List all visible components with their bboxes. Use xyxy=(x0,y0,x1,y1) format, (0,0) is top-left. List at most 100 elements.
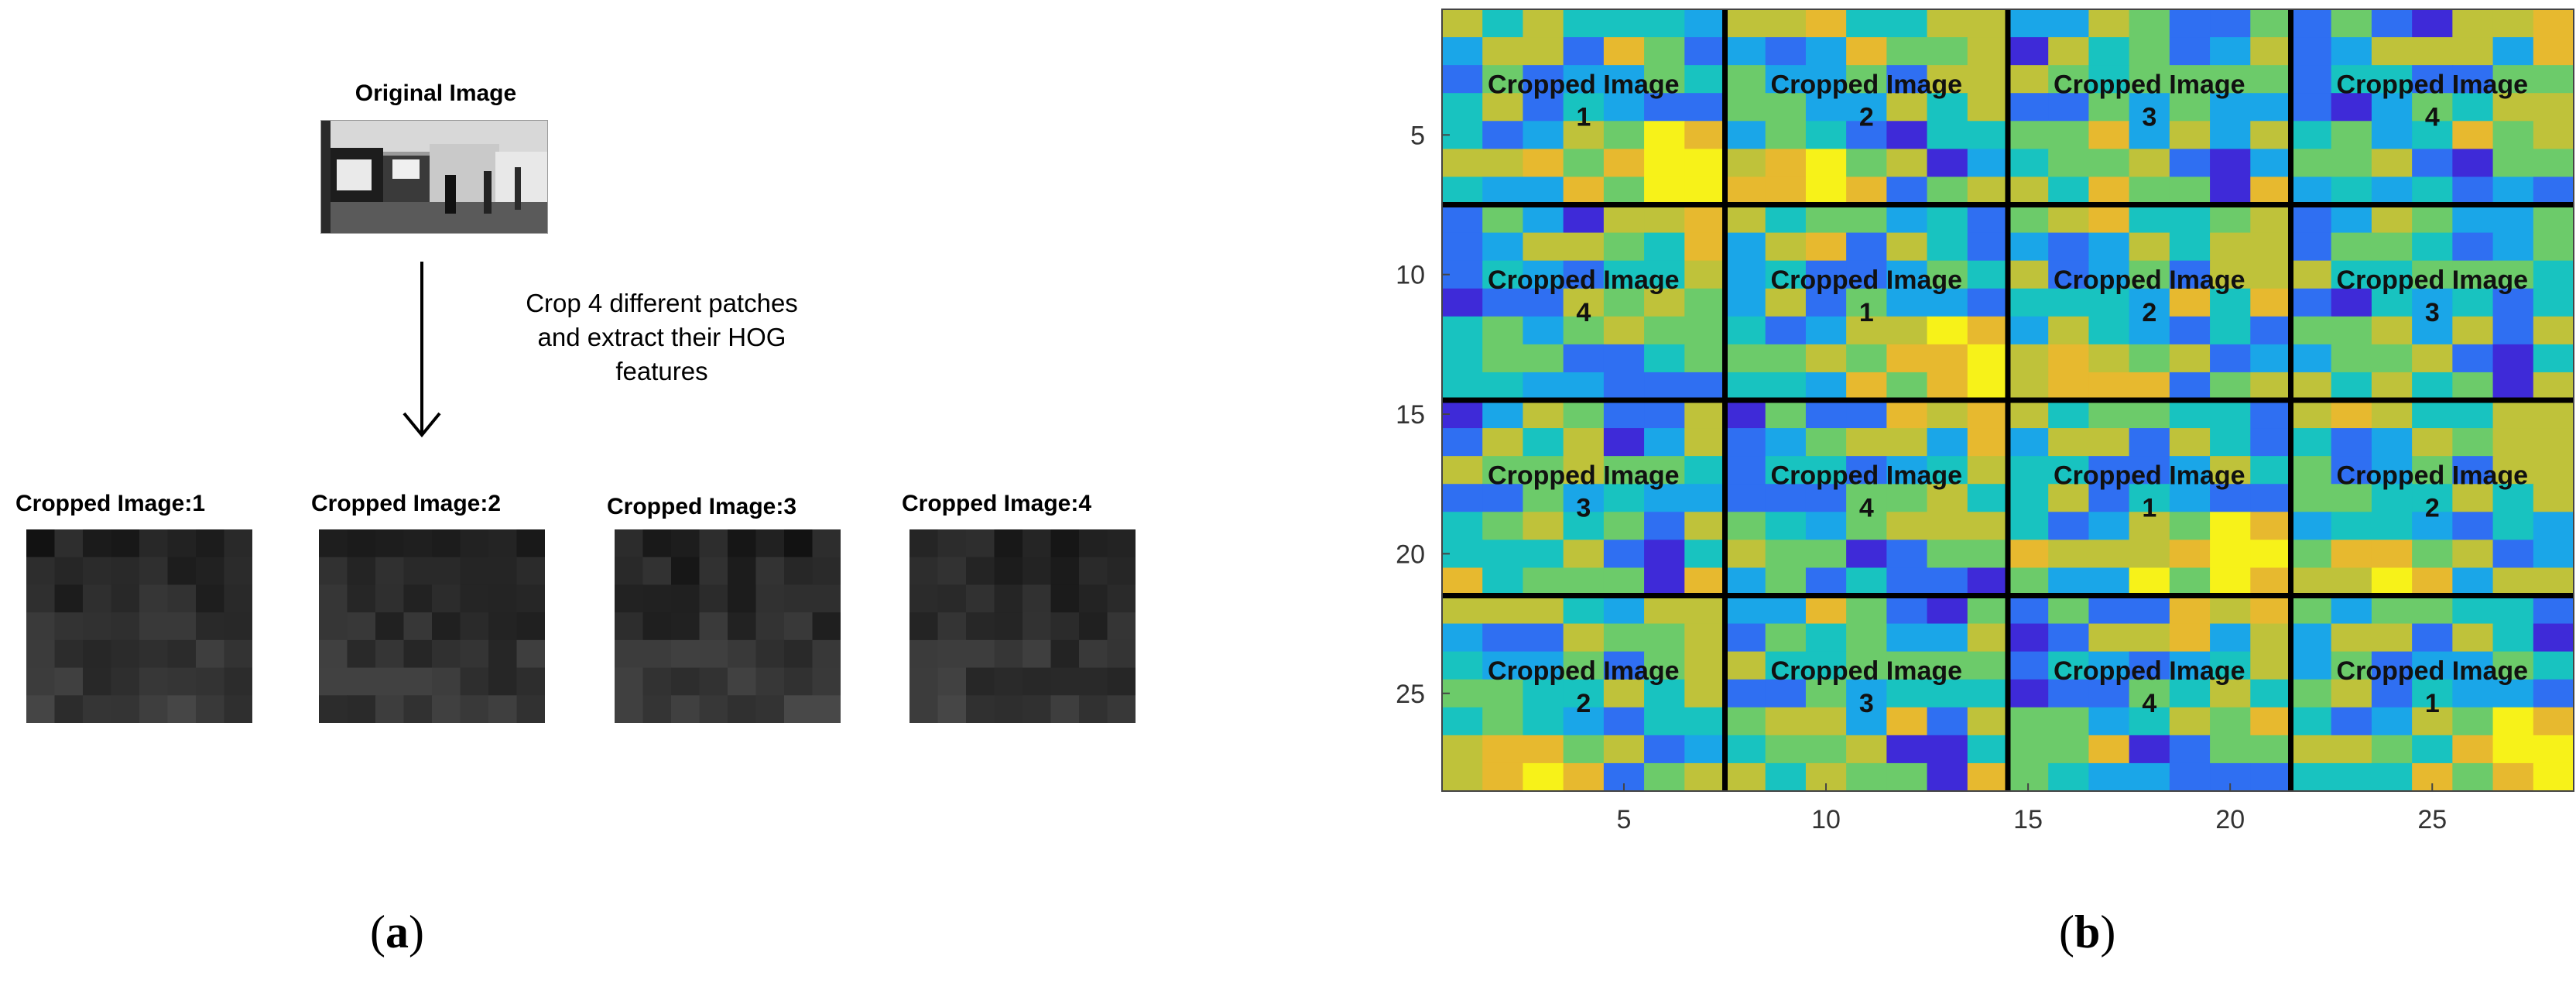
patch-cell xyxy=(516,695,545,723)
heatmap-cell xyxy=(1886,121,1928,150)
heatmap-cell xyxy=(2412,260,2454,289)
patch-cell xyxy=(1079,695,1108,723)
heatmap-cell xyxy=(1886,9,1928,38)
patch-cell xyxy=(196,584,225,613)
patch-cell xyxy=(994,612,1023,641)
y-tick-label: 15 xyxy=(1396,400,1425,430)
heatmap-cell xyxy=(2371,484,2413,513)
patch-cell xyxy=(1107,529,1136,558)
sub-label-b-letter: b xyxy=(2074,906,2101,957)
heatmap-cell xyxy=(1603,707,1645,736)
heatmap-cell xyxy=(2008,456,2050,485)
heatmap-cell xyxy=(1846,288,1888,317)
heatmap-cell xyxy=(2290,762,2332,792)
heatmap-cell xyxy=(2331,679,2372,708)
heatmap-cell xyxy=(1684,428,1726,457)
heatmap-cell xyxy=(1846,400,1888,429)
patch-cell xyxy=(167,667,197,696)
heatmap-cell xyxy=(2492,679,2534,708)
heatmap-cell xyxy=(2492,735,2534,764)
heatmap-cell xyxy=(1563,595,1605,625)
heatmap-cell xyxy=(1886,260,1928,289)
heatmap-cell xyxy=(1725,65,1766,94)
heatmap-cell xyxy=(2048,260,2090,289)
heatmap-cell xyxy=(2290,707,2332,736)
heatmap-cell xyxy=(2008,651,2050,680)
panel-a: Original Image Crop 4 different patches … xyxy=(15,81,1136,957)
patch-cell xyxy=(1107,695,1136,723)
heatmap-cell xyxy=(2290,65,2332,94)
heatmap-cell xyxy=(2331,316,2372,345)
patch-cell xyxy=(167,612,197,641)
patch-cell xyxy=(224,667,252,696)
heatmap-cell xyxy=(1563,372,1605,401)
heatmap-cell xyxy=(1805,595,1847,625)
heatmap-cell xyxy=(1927,65,1968,94)
heatmap-cell xyxy=(1563,484,1605,513)
heatmap-cell xyxy=(1765,121,1807,150)
heatmap-cell xyxy=(2169,65,2211,94)
cropped-image-1 xyxy=(26,529,252,723)
heatmap-cell xyxy=(2533,204,2574,234)
block-label-title: Cropped Image xyxy=(2337,656,2528,686)
heatmap-cell xyxy=(1725,484,1766,513)
heatmap-cell xyxy=(1927,428,1968,457)
heatmap-cell xyxy=(2371,93,2413,122)
heatmap-cell xyxy=(1684,37,1726,66)
heatmap-cell xyxy=(2210,400,2252,429)
heatmap-cell xyxy=(1805,37,1847,66)
heatmap-cell xyxy=(2533,65,2574,94)
heatmap-cell xyxy=(2412,37,2454,66)
heatmap-cell xyxy=(1442,623,1484,653)
patch-cell xyxy=(54,529,84,558)
x-tick-label: 15 xyxy=(2013,805,2043,834)
heatmap-cell xyxy=(1482,567,1524,597)
heatmap-cell xyxy=(2008,65,2050,94)
heatmap-cell xyxy=(1684,65,1726,94)
heatmap-cell xyxy=(1563,456,1605,485)
heatmap-cell xyxy=(2169,400,2211,429)
heatmap-cell xyxy=(1967,651,2009,680)
patch-cell xyxy=(615,695,644,723)
patch-cell xyxy=(728,695,757,723)
heatmap-cell xyxy=(2048,372,2090,401)
patch-cell xyxy=(83,639,112,669)
heatmap-cell xyxy=(1886,484,1928,513)
heatmap-cell xyxy=(2331,288,2372,317)
heatmap-cell xyxy=(2290,567,2332,597)
heatmap-cell xyxy=(2452,121,2494,150)
patch-cell xyxy=(784,612,814,641)
heatmap-cell xyxy=(1846,512,1888,541)
block-label-title: Cropped Image xyxy=(1488,656,1679,686)
heatmap-cell xyxy=(2210,735,2252,764)
heatmap-cell xyxy=(2452,679,2494,708)
patch-cell xyxy=(460,529,489,558)
patch-cell xyxy=(111,695,140,723)
heatmap-cell xyxy=(1684,204,1726,234)
heatmap-cell xyxy=(2452,93,2494,122)
heatmap-cell xyxy=(2129,121,2170,150)
heatmap-cell xyxy=(1482,37,1524,66)
heatmap-cell xyxy=(1846,428,1888,457)
heatmap-cell xyxy=(2129,65,2170,94)
heatmap-cell xyxy=(2048,512,2090,541)
patch-cell xyxy=(1107,612,1136,641)
heatmap-cell xyxy=(2048,149,2090,178)
patch-cell xyxy=(432,639,461,669)
heatmap-cell xyxy=(2210,204,2252,234)
crop-label-1: Cropped Image:1 xyxy=(15,491,206,516)
heatmap-cell xyxy=(1725,344,1766,373)
heatmap-cell xyxy=(2129,176,2170,206)
heatmap-cell xyxy=(2169,762,2211,792)
heatmap-cell xyxy=(1725,37,1766,66)
heatmap-cell xyxy=(2290,512,2332,541)
heatmap-cell xyxy=(1927,149,1968,178)
heatmap-cell xyxy=(1644,540,1686,569)
heatmap-cell xyxy=(2371,456,2413,485)
heatmap-cell xyxy=(1927,484,1968,513)
block-label-number: 2 xyxy=(1576,689,1591,718)
patch-cell xyxy=(755,612,785,641)
block-labels: Cropped Image 1 Cropped Image 2 Cropped Imag… xyxy=(1488,70,2528,718)
heatmap-cell xyxy=(1765,260,1807,289)
heatmap-cell xyxy=(1442,176,1484,206)
